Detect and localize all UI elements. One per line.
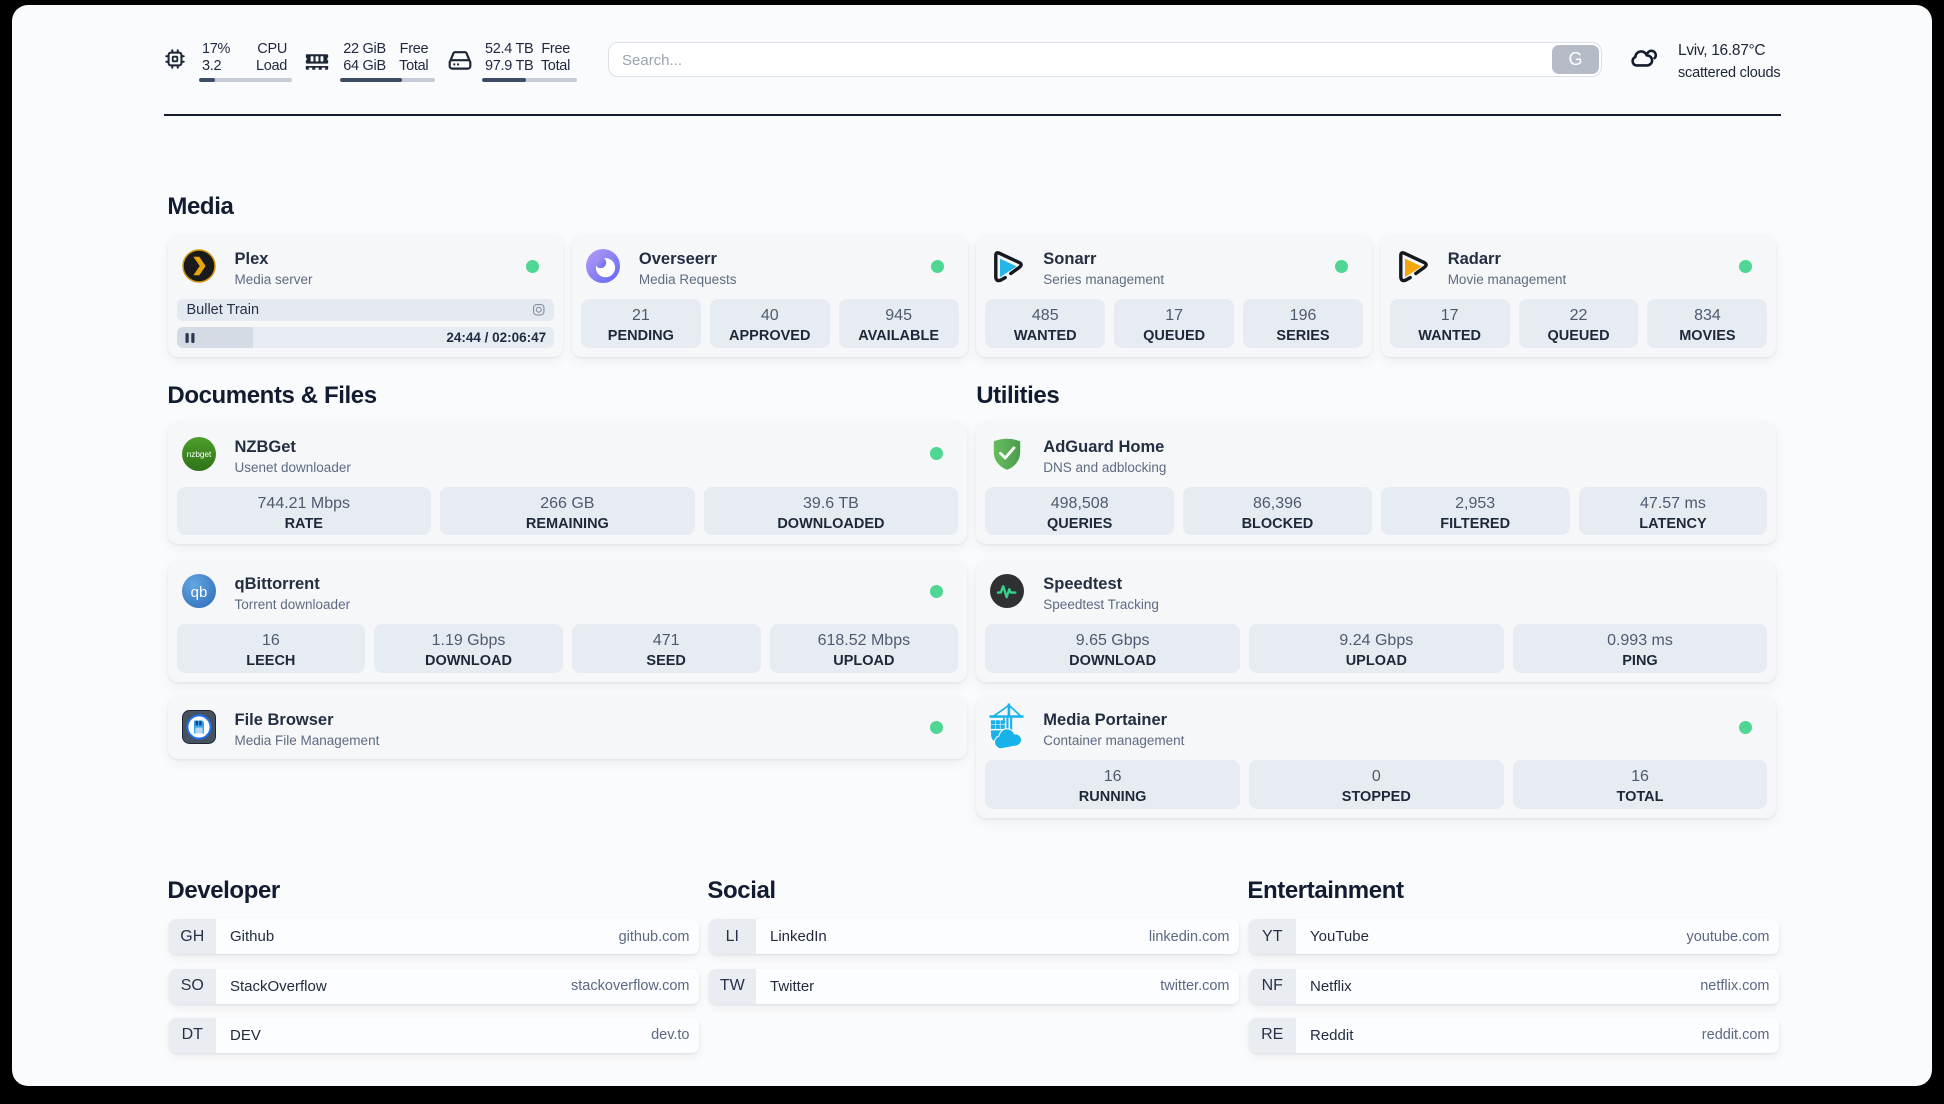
svg-text:nzbget: nzbget [186, 450, 211, 459]
svg-text:qb: qb [190, 584, 207, 601]
